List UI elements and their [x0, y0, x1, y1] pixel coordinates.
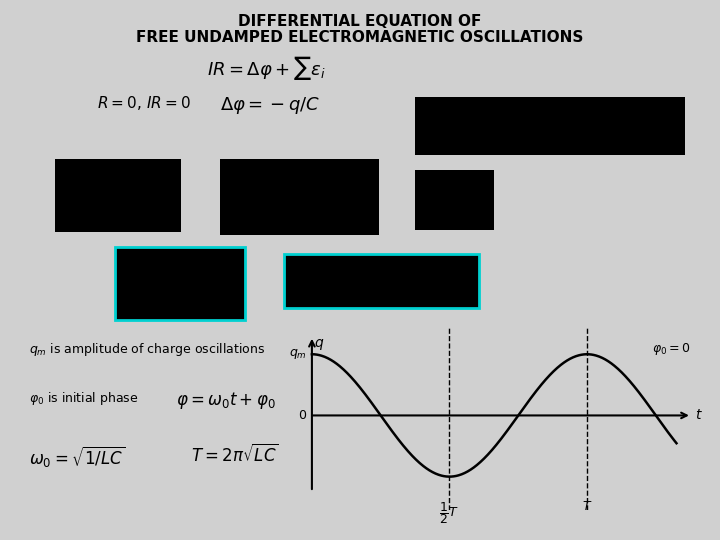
Text: FREE UNDAMPED ELECTROMAGNETIC OSCILLATIONS: FREE UNDAMPED ELECTROMAGNETIC OSCILLATIO…: [136, 30, 584, 45]
Text: $\dfrac{1}{2}T$: $\dfrac{1}{2}T$: [439, 500, 459, 526]
Text: $t$: $t$: [695, 408, 703, 422]
Bar: [220, 159, 379, 235]
Bar: [415, 97, 685, 155]
Text: $q$: $q$: [314, 337, 325, 352]
Bar: [115, 247, 245, 320]
Bar: [415, 170, 494, 230]
Text: $\Delta\varphi = -q/C$: $\Delta\varphi = -q/C$: [220, 94, 320, 116]
Text: DIFFERENTIAL EQUATION OF: DIFFERENTIAL EQUATION OF: [238, 14, 482, 29]
Bar: [284, 254, 479, 308]
Text: $IR = \Delta\varphi + \sum \varepsilon_i$: $IR = \Delta\varphi + \sum \varepsilon_i…: [207, 54, 325, 82]
Text: $\varphi_0 = 0$: $\varphi_0 = 0$: [652, 341, 690, 357]
Text: $q_m$: $q_m$: [289, 347, 307, 361]
Text: $q_m$ is amplitude of charge oscillations: $q_m$ is amplitude of charge oscillation…: [29, 341, 265, 358]
Text: $0$: $0$: [297, 409, 307, 422]
Text: $T = 2\pi\sqrt{LC}$: $T = 2\pi\sqrt{LC}$: [191, 444, 279, 466]
Text: $\varphi_0$ is initial phase: $\varphi_0$ is initial phase: [29, 390, 138, 407]
Text: $\varphi = \omega_0 t + \varphi_0$: $\varphi = \omega_0 t + \varphi_0$: [176, 390, 276, 411]
Bar: [55, 159, 181, 232]
Text: $\omega_0 = \sqrt{1/LC}$: $\omega_0 = \sqrt{1/LC}$: [29, 444, 125, 469]
Text: $T$: $T$: [582, 500, 593, 513]
Text: $R = 0,\, IR = 0$: $R = 0,\, IR = 0$: [97, 94, 191, 112]
